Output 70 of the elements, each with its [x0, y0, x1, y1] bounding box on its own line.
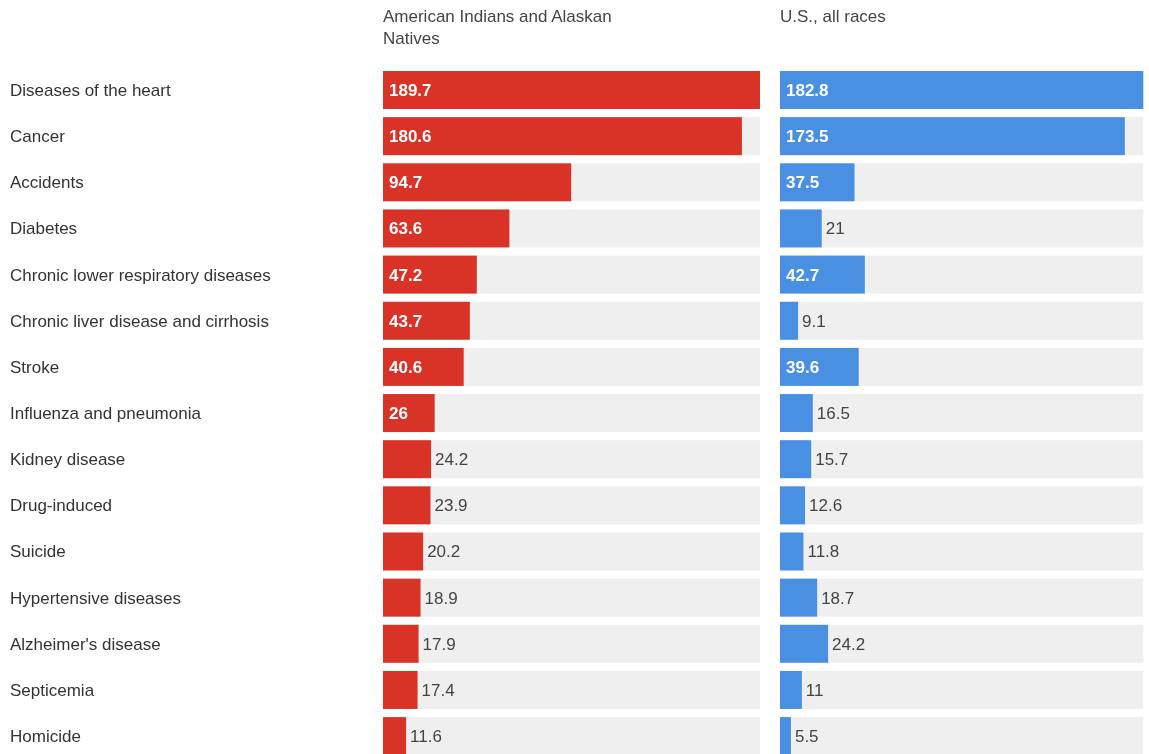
data-label: 173.5 — [786, 127, 829, 147]
data-label: 94.7 — [389, 173, 423, 193]
data-label: 20.2 — [427, 542, 461, 562]
data-label: 180.6 — [389, 127, 432, 147]
data-label: 11 — [805, 680, 824, 700]
y-tick-label: Accidents — [10, 173, 84, 193]
data-label: 17.9 — [422, 634, 456, 654]
data-label: 18.7 — [821, 588, 855, 608]
bar — [780, 486, 806, 525]
y-tick-label: Alzheimer's disease — [10, 634, 161, 654]
y-tick-label: Septicemia — [10, 680, 95, 700]
bar — [383, 578, 421, 617]
bar — [383, 717, 407, 754]
bar — [780, 301, 799, 340]
bar — [780, 163, 855, 202]
data-label: 39.6 — [786, 357, 820, 377]
y-tick-label: Hypertensive diseases — [10, 588, 182, 608]
bar — [780, 394, 813, 433]
chart-title: U.S., all races — [780, 7, 886, 26]
bar — [383, 486, 431, 525]
data-label: 11.8 — [807, 542, 840, 562]
data-label: 42.7 — [786, 265, 820, 285]
y-tick-label: Homicide — [10, 727, 81, 747]
bar — [383, 347, 464, 386]
bar — [780, 209, 822, 248]
data-label: 43.7 — [389, 311, 423, 331]
y-tick-label: Drug-induced — [10, 496, 113, 516]
data-label: 9.1 — [802, 311, 826, 331]
data-label: 26 — [389, 404, 408, 423]
data-label: 23.9 — [434, 496, 468, 516]
data-label: 24.2 — [832, 634, 866, 654]
data-label: 37.5 — [786, 173, 820, 193]
data-label: 11.6 — [410, 727, 442, 747]
data-label: 24.2 — [435, 450, 469, 470]
data-label: 182.8 — [786, 80, 829, 100]
bar — [383, 624, 419, 663]
data-label: 16.5 — [816, 404, 850, 423]
bar — [780, 532, 804, 571]
y-tick-label: Cancer — [10, 127, 66, 147]
bar — [780, 670, 802, 709]
bar — [383, 440, 432, 479]
y-tick-label: Stroke — [10, 357, 60, 377]
y-tick-label: Chronic lower respiratory diseases — [10, 265, 271, 285]
y-tick-label: Suicide — [10, 542, 66, 562]
bar — [780, 717, 791, 754]
bar — [780, 347, 859, 386]
y-tick-label: Diseases of the heart — [10, 80, 171, 100]
bar — [780, 624, 829, 663]
data-label: 189.7 — [389, 80, 432, 100]
y-tick-label: Diabetes — [10, 219, 78, 239]
data-label: 5.5 — [794, 727, 819, 747]
y-tick-label: Kidney disease — [10, 450, 126, 470]
bar — [383, 670, 418, 709]
y-tick-label: Chronic liver disease and cirrhosis — [10, 311, 269, 331]
data-label: 17.4 — [421, 680, 455, 700]
data-label: 12.6 — [809, 496, 843, 516]
bar — [383, 532, 424, 571]
data-label: 18.9 — [424, 588, 458, 608]
y-tick-label: Influenza and pneumonia — [10, 404, 202, 423]
bar — [383, 301, 470, 340]
data-label: 63.6 — [389, 219, 423, 239]
bar — [780, 255, 865, 294]
data-label: 40.6 — [389, 357, 423, 377]
data-label: 15.7 — [815, 450, 849, 470]
chart-title: American Indians and Alaskan Natives — [383, 7, 612, 48]
data-label: 47.2 — [389, 265, 423, 285]
bar — [383, 394, 435, 433]
data-label: 21 — [825, 219, 845, 239]
bar — [780, 440, 812, 479]
bar — [780, 578, 818, 617]
